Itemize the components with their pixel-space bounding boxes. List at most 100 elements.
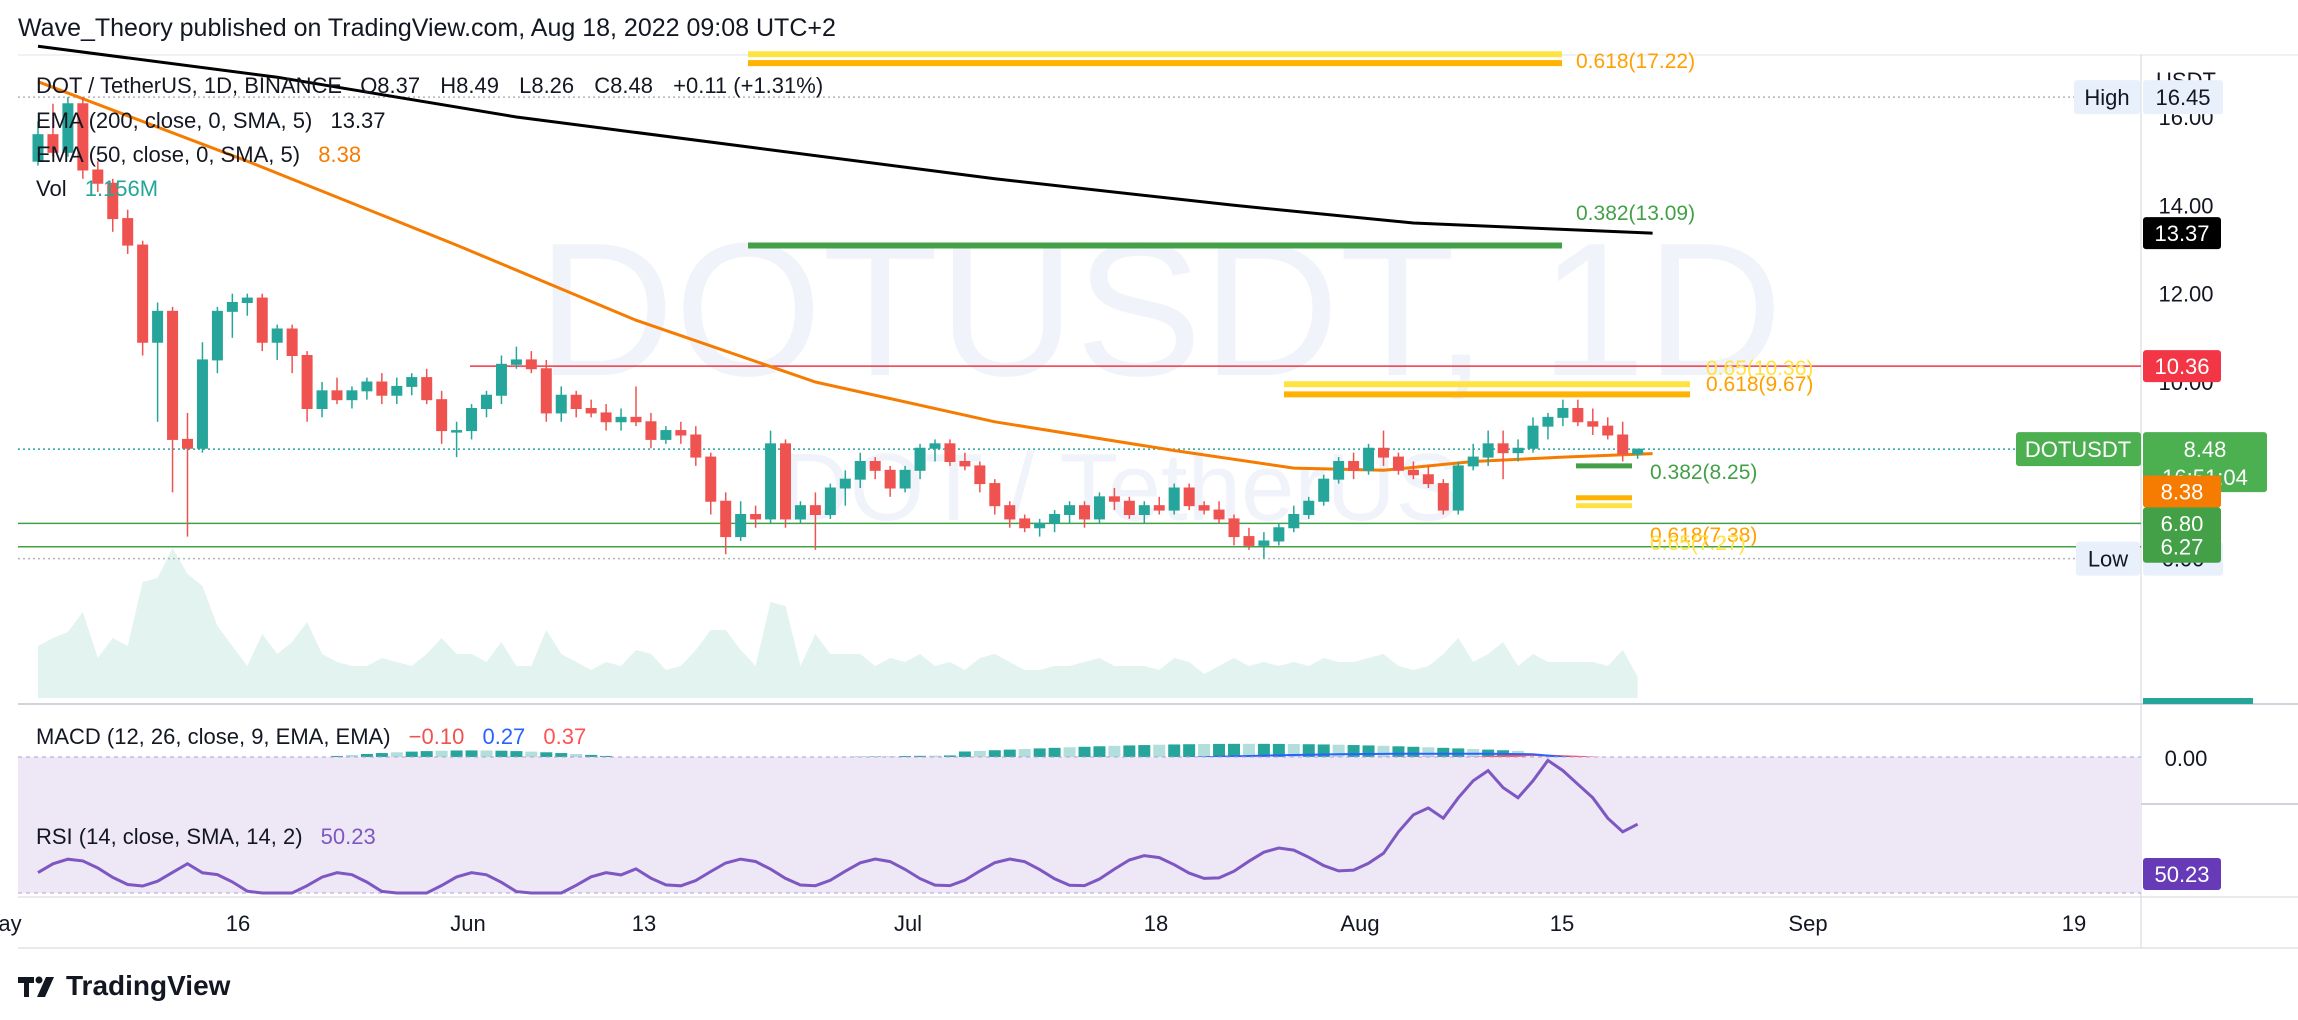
legend-ema50[interactable]: EMA (50, close, 0, SMA, 5) 8.38 xyxy=(36,142,361,167)
candle-body xyxy=(1497,443,1509,454)
macd-hist-bar xyxy=(1198,744,1211,758)
high-value: 16.45 xyxy=(2155,85,2210,110)
low-label-bg xyxy=(2076,541,2140,576)
legend-ema50-value: 8.38 xyxy=(318,142,361,167)
candle-body xyxy=(765,443,777,520)
candle-body xyxy=(1228,518,1240,538)
candle-body xyxy=(62,103,74,153)
price-axis[interactable]: USDT16.0014.0012.0010.000.00High16.45Low… xyxy=(2016,68,2267,890)
fib-label-0618-738: 0.618(7.38) xyxy=(1650,524,1757,547)
macd-hist-bar xyxy=(570,753,583,758)
macd-hist-bar xyxy=(929,755,941,758)
macd-hist-bar xyxy=(435,750,448,758)
candle-body xyxy=(241,297,253,303)
candle-body xyxy=(286,328,298,356)
candles xyxy=(32,97,1644,559)
macd-hist-bar xyxy=(1033,748,1046,758)
legend-open: O8.37 xyxy=(360,73,420,98)
candle-body xyxy=(585,408,597,414)
macd-hist-bar xyxy=(390,752,403,758)
macd-hist-bar xyxy=(345,754,358,758)
candle-body xyxy=(630,416,642,423)
candle-body xyxy=(675,430,687,436)
ema200-price-tag: 13.37 xyxy=(2154,221,2209,246)
legend-ema200-label: EMA (200, close, 0, SMA, 5) xyxy=(36,108,312,133)
candle-body xyxy=(615,416,627,423)
candle-body xyxy=(301,354,313,410)
support-627-tag: 6.27 xyxy=(2161,535,2204,560)
candle-body xyxy=(1542,416,1554,427)
price-axis-tick: 12.00 xyxy=(2158,282,2213,307)
macd-hist-bar xyxy=(585,754,598,758)
macd-hist-bar xyxy=(1048,747,1061,758)
macd-hist-bar xyxy=(973,750,986,758)
candle-body xyxy=(376,381,388,396)
candle-body xyxy=(451,430,463,433)
candle-body xyxy=(1378,447,1389,458)
candle-body xyxy=(1318,478,1330,502)
macd-axis-tick: 0.00 xyxy=(2165,746,2208,771)
fib-retracements: 0.618(17.22)0.382(13.09)0.65(10.36)0.618… xyxy=(748,50,1813,555)
macd-hist-bar xyxy=(1377,745,1390,758)
publish-header: Wave_Theory published on TradingView.com… xyxy=(18,14,836,42)
candle-body xyxy=(1333,461,1345,480)
macd-hist-bar xyxy=(525,751,538,758)
macd-hist-bar xyxy=(1153,744,1166,758)
candle-body xyxy=(1512,447,1524,454)
high-label-bg xyxy=(2074,80,2140,115)
fib-label-065-1036: 0.65(10.36) xyxy=(1706,357,1813,380)
candle-body xyxy=(1079,505,1090,520)
high-label: High xyxy=(2084,85,2129,110)
candle-body xyxy=(32,134,44,162)
legend-ema200[interactable]: EMA (200, close, 0, SMA, 5) 13.37 xyxy=(36,108,386,133)
macd-legend[interactable]: MACD (12, 26, close, 9, EMA, EMA) −0.10 … xyxy=(36,724,586,749)
candle-body xyxy=(196,359,208,449)
candle-body xyxy=(1587,421,1599,427)
time-axis[interactable]: ay 16 Jun 13 Jul 18 Aug 15 Sep 19 xyxy=(0,911,2086,936)
candle-body xyxy=(899,469,911,489)
candle-body xyxy=(1437,483,1449,511)
candle-body xyxy=(211,310,223,361)
macd-hist-bar xyxy=(1272,743,1285,758)
candle-body xyxy=(540,368,552,414)
candle-body xyxy=(1049,514,1061,524)
footer-brand[interactable]: TradingView xyxy=(18,966,230,1006)
candle-body xyxy=(256,297,268,343)
candle-body xyxy=(1213,509,1225,520)
candle-body xyxy=(361,381,373,392)
macd-hist-bar xyxy=(1332,744,1345,758)
candle-body xyxy=(152,310,164,343)
time-axis-tick: 19 xyxy=(2062,911,2086,936)
macd-hist-bar xyxy=(1422,747,1435,758)
candle-body xyxy=(735,514,747,538)
volume-area xyxy=(38,548,1638,698)
ema50-price-tag: 8.38 xyxy=(2161,480,2204,505)
volume-layer xyxy=(38,548,1638,698)
candle-body xyxy=(1527,425,1539,449)
candle-body xyxy=(167,310,179,440)
candle-body xyxy=(1452,465,1464,511)
candle-body xyxy=(1064,505,1076,516)
macd-hist-bar xyxy=(1242,743,1255,758)
macd-hist-bar xyxy=(360,753,373,758)
legend-volume[interactable]: Vol 1.156M xyxy=(36,176,158,201)
candle-body xyxy=(271,328,283,343)
candle-body xyxy=(1557,408,1569,418)
candle-body xyxy=(436,399,448,432)
macd-legend-label: MACD (12, 26, close, 9, EMA, EMA) xyxy=(36,724,391,749)
ema50-price-tag-bg xyxy=(2143,475,2221,508)
legend-line-1: DOT / TetherUS, 1D, BINANCE O8.37 H8.49 … xyxy=(36,73,823,98)
legend-ema200-value: 13.37 xyxy=(330,108,385,133)
fib-label-0382-825: 0.382(8.25) xyxy=(1650,461,1757,484)
candle-body xyxy=(1034,522,1046,529)
watermark-description: DOT / TetherUS xyxy=(780,434,1459,541)
candle-body xyxy=(720,500,732,538)
candle-body xyxy=(1348,461,1360,471)
candle-body xyxy=(406,377,418,387)
rsi-legend[interactable]: RSI (14, close, SMA, 14, 2) 50.23 xyxy=(36,824,376,849)
candle-body xyxy=(1288,514,1300,529)
candle-body xyxy=(1004,505,1016,520)
candle-body xyxy=(1467,456,1479,467)
macd-hist-bar xyxy=(555,753,568,758)
